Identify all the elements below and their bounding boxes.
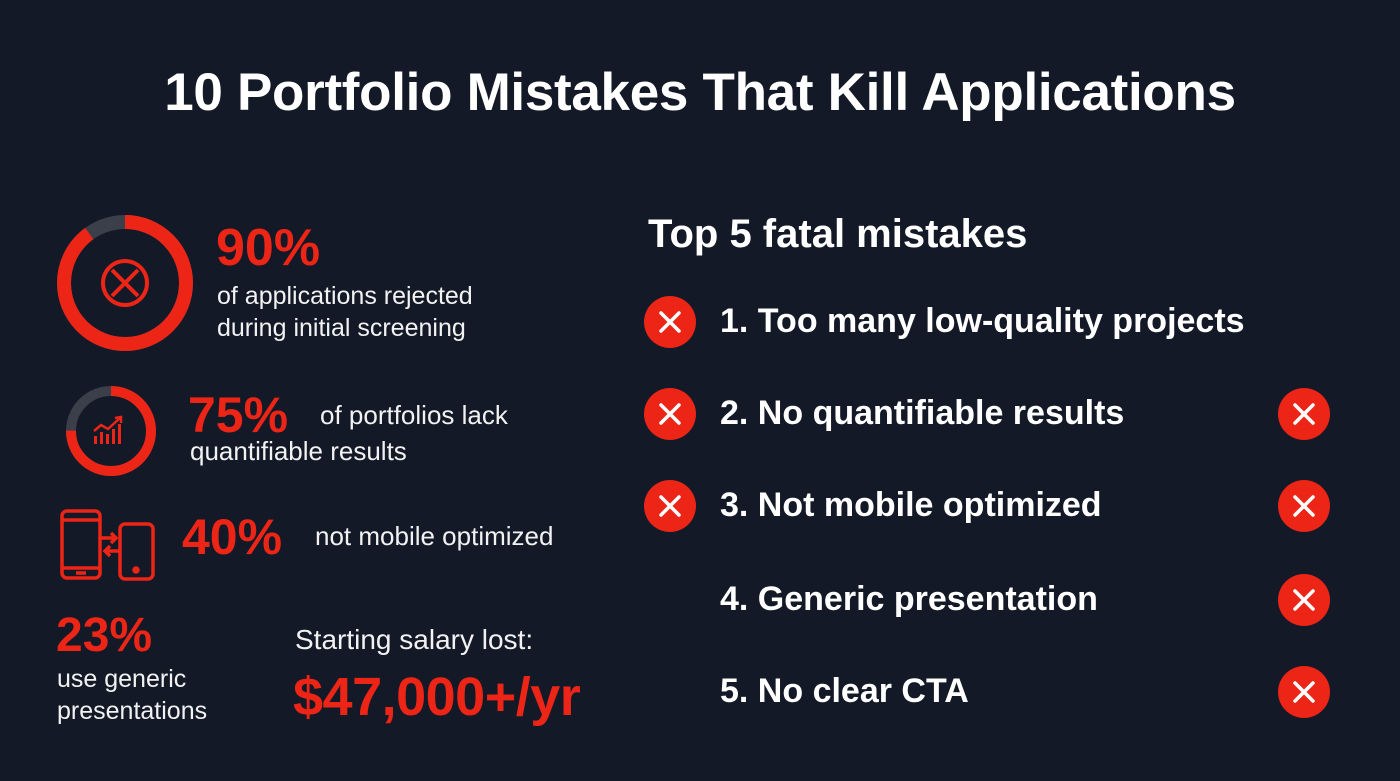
x-circle-icon <box>101 259 149 307</box>
salary-label: Starting salary lost: <box>295 624 534 655</box>
stat-75-line-1: of portfolios lack <box>320 400 508 430</box>
stat-23-description: use generic presentations <box>57 663 207 727</box>
progress-ring-75 <box>66 386 156 476</box>
stat-90-line-1: of applications rejected <box>217 282 473 310</box>
bar-chart-growth-icon <box>93 415 123 444</box>
stat-23-value: 23% <box>56 609 153 662</box>
x-mark-icon <box>1278 388 1330 440</box>
stat-23-line-1: use generic <box>57 665 187 693</box>
mistakes-title: Top 5 fatal mistakes <box>648 212 1028 256</box>
mistake-item: 5. No clear CTA <box>0 666 1400 718</box>
stat-90-description: of applications rejected during initial … <box>217 280 473 344</box>
stat-40-description: not mobile optimized <box>315 521 554 551</box>
mistake-item: 4. Generic presentation <box>0 574 1400 626</box>
stat-40-value: 40% <box>182 509 283 565</box>
ring-fill <box>57 215 193 351</box>
ring-fill <box>66 386 156 476</box>
progress-ring-90 <box>57 215 193 351</box>
mistake-item: 1. Too many low-quality projects <box>0 296 1400 348</box>
phones-transfer-icon <box>60 509 155 581</box>
x-mark-icon <box>1278 666 1330 718</box>
stat-90-value: 90% <box>216 219 321 277</box>
x-mark-icon <box>644 388 696 440</box>
stat-23-line-2: presentations <box>57 697 208 725</box>
stat-75-value: 75% <box>188 387 289 443</box>
mistake-label: 2. No quantifiable results <box>720 394 1125 432</box>
stat-75-line-2: quantifiable results <box>190 436 407 466</box>
mistake-label: 4. Generic presentation <box>720 580 1098 618</box>
x-mark-icon <box>644 296 696 348</box>
mistake-item: 3. Not mobile optimized <box>0 480 1400 532</box>
mistake-item: 2. No quantifiable results <box>0 388 1400 440</box>
salary-value: $47,000+/yr <box>293 667 581 727</box>
page-title: 10 Portfolio Mistakes That Kill Applicat… <box>164 63 1236 122</box>
mistake-label: 3. Not mobile optimized <box>720 486 1102 524</box>
mistake-label: 1. Too many low-quality projects <box>720 302 1245 340</box>
x-mark-icon <box>1278 574 1330 626</box>
stat-90-line-2: during initial screening <box>217 314 466 342</box>
x-mark-icon <box>644 480 696 532</box>
x-mark-icon <box>1278 480 1330 532</box>
mistake-label: 5. No clear CTA <box>720 672 969 710</box>
